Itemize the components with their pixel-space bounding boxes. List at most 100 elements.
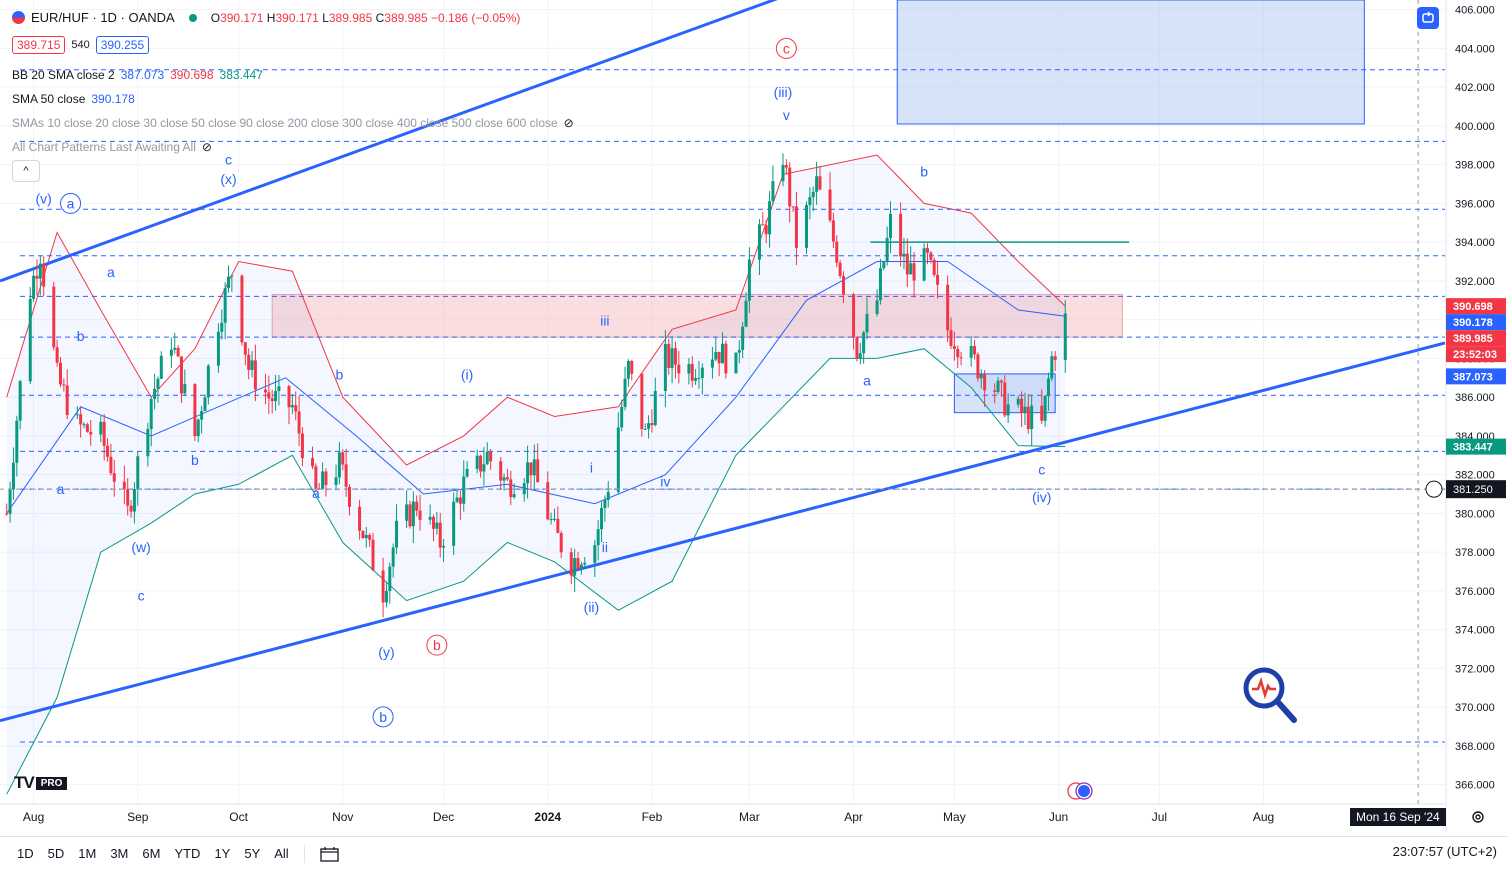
candle-body	[475, 455, 479, 469]
timeframe-6m[interactable]: 6M	[142, 846, 161, 861]
wave-circle	[372, 706, 394, 728]
candle-body	[647, 423, 651, 429]
candle-body	[203, 397, 207, 412]
bb-indicator-legend[interactable]: BB 20 SMA close 2 387.073 390.698 383.44…	[12, 68, 263, 82]
candle-body	[381, 570, 385, 603]
timeframe-5d[interactable]: 5D	[47, 846, 65, 861]
price-tick-label: 402.000	[1455, 82, 1495, 94]
candle-body	[200, 411, 204, 420]
candle-body	[169, 349, 173, 356]
buy-price-button[interactable]: 390.255	[95, 36, 150, 54]
crosshair-date-label: Mon 16 Sep '24	[1350, 808, 1446, 826]
candle-body	[690, 364, 694, 381]
timeframe-5y[interactable]: 5Y	[244, 846, 261, 861]
wave-label: b	[77, 328, 85, 344]
candle-body	[630, 361, 634, 374]
candle-body	[136, 456, 140, 490]
candle-body	[243, 342, 247, 355]
tradingview-logo[interactable]: TV PRO	[14, 773, 68, 793]
auto-scale-button[interactable]	[1417, 7, 1439, 29]
candle-body	[721, 343, 724, 364]
wave-label: a	[57, 481, 65, 497]
candle-body	[102, 421, 106, 446]
time-tick-label: Dec	[433, 810, 454, 824]
bollinger-band-fill	[6, 154, 1066, 795]
timezone-clock[interactable]: 23:07:57 (UTC+2)	[1392, 844, 1497, 859]
candle-body	[193, 384, 197, 437]
market-status-icon	[188, 13, 197, 22]
candle-body	[220, 322, 224, 332]
price-tag	[1446, 298, 1506, 315]
candle-body	[643, 428, 647, 430]
symbol-title[interactable]: EUR/HUF · 1D · OANDA	[31, 10, 175, 25]
price-tag-label: 383.447	[1453, 442, 1493, 454]
candle-body	[640, 373, 644, 430]
timeframe-all[interactable]: All	[274, 846, 289, 861]
candle-body	[371, 539, 375, 571]
candle-body	[294, 405, 298, 412]
add-alert-icon	[1425, 480, 1443, 498]
timeframe-1m[interactable]: 1M	[78, 846, 97, 861]
price-tick-label: 380.000	[1455, 508, 1495, 520]
timeframe-1y[interactable]: 1Y	[214, 846, 231, 861]
gear-icon[interactable]	[1470, 809, 1486, 825]
hidden-eye-icon[interactable]: ⊘	[563, 116, 574, 130]
candle-body	[700, 367, 704, 378]
candle-body	[909, 263, 913, 275]
candle-body	[973, 345, 977, 355]
candle-body	[952, 346, 956, 350]
candle-body	[505, 477, 509, 480]
candle-body	[532, 459, 536, 476]
candle-body	[976, 354, 980, 379]
hidden-eye-icon[interactable]: ⊘	[201, 140, 212, 154]
candle-body	[603, 499, 607, 509]
bottom-toolbar: 1D 5D 1M 3M 6M YTD 1Y 5Y All	[0, 836, 1507, 870]
candle-body	[15, 420, 19, 463]
wave-label: c	[225, 152, 232, 168]
timeframe-3m[interactable]: 3M	[110, 846, 129, 861]
candle-body	[1003, 382, 1007, 416]
candle-body	[183, 384, 187, 394]
time-tick-label: Apr	[844, 810, 863, 824]
candle-body	[788, 167, 792, 207]
candle-body	[227, 276, 231, 289]
candle-body	[549, 519, 553, 521]
channel-trendline	[0, 341, 1446, 723]
price-tick-label: 366.000	[1455, 780, 1495, 792]
smas-indicator-legend[interactable]: SMAs 10 close 20 close 30 close 50 close…	[12, 116, 574, 130]
chart-patterns-legend[interactable]: All Chart Patterns Last Awaiting All ⊘	[12, 140, 212, 154]
price-tick-label: 374.000	[1455, 625, 1495, 637]
timeframe-1d[interactable]: 1D	[17, 846, 34, 861]
candle-body	[435, 522, 439, 529]
sma-indicator-legend[interactable]: SMA 50 close 390.178	[12, 92, 135, 106]
candle-body	[153, 388, 157, 399]
candle-body	[263, 389, 267, 393]
timeframe-ytd[interactable]: YTD	[174, 846, 201, 861]
date-range-icon[interactable]	[319, 846, 341, 862]
candle-body	[835, 241, 839, 263]
candle-body	[267, 392, 271, 399]
candle-body	[38, 263, 42, 279]
candle-body	[1053, 356, 1057, 360]
wave-circle-label: a	[67, 195, 75, 211]
price-tag-label: 390.178	[1453, 317, 1493, 329]
candle-body	[109, 456, 113, 474]
candle-body	[546, 482, 550, 520]
candle-body	[509, 479, 513, 498]
candle-body	[815, 176, 819, 192]
candle-body	[58, 362, 62, 385]
events-icon[interactable]	[1064, 780, 1102, 802]
candle-body	[32, 275, 36, 299]
candle-body	[75, 414, 79, 416]
candle-body	[361, 530, 365, 539]
candle-body	[52, 286, 56, 348]
wave-circle-label: b	[433, 637, 441, 653]
candle-body	[428, 516, 432, 520]
candle-body	[122, 481, 126, 490]
candle-body	[959, 357, 963, 359]
candle-body	[626, 361, 630, 379]
candle-body	[216, 331, 220, 366]
analysis-magnifier-icon[interactable]	[1240, 664, 1302, 726]
sell-price-button[interactable]: 389.715	[12, 36, 66, 54]
